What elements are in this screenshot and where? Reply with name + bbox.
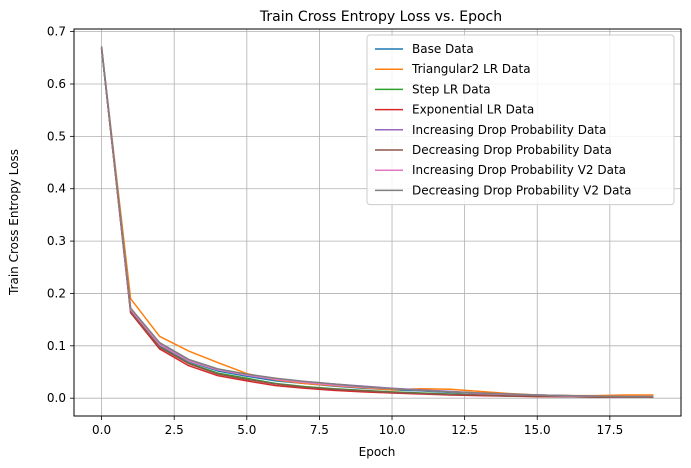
- legend-entry: Decreasing Drop Probability Data: [412, 143, 612, 157]
- x-axis-label: Epoch: [359, 445, 396, 459]
- x-tick-label: 2.5: [165, 423, 184, 437]
- legend: Base Data Triangular2 LR Data Step LR Data…: [366, 34, 675, 206]
- x-tick-label: 12.5: [451, 423, 478, 437]
- legend-entry: Step LR Data: [412, 82, 491, 96]
- x-tick-label: 7.5: [310, 423, 329, 437]
- legend-entry: Increasing Drop Probability V2 Data: [412, 163, 626, 177]
- legend-box: [366, 34, 675, 206]
- plot-frame: [73, 28, 682, 417]
- legend-entry: Decreasing Drop Probability V2 Data: [412, 183, 632, 197]
- legend-entry: Triangular2 LR Data: [411, 62, 531, 76]
- y-tick-label: 0.1: [47, 339, 66, 353]
- chart-title: Train Cross Entropy Loss vs. Epoch: [259, 9, 502, 25]
- x-tick-label: 15.0: [524, 423, 551, 437]
- x-tick-label: 10.0: [379, 423, 406, 437]
- x-tick-label: 0.0: [92, 423, 111, 437]
- y-tick-label: 0.4: [47, 182, 66, 196]
- series-lines: [100, 46, 654, 398]
- legend-entry: Increasing Drop Probability Data: [412, 123, 606, 137]
- y-tick-label: 0.0: [47, 391, 66, 405]
- series-line-8: [100, 46, 654, 398]
- y-axis-ticks: 0.0 0.1 0.2 0.3 0.4 0.5 0.6 0.7: [47, 25, 74, 405]
- y-tick-label: 0.7: [47, 25, 66, 39]
- y-tick-label: 0.5: [47, 129, 66, 143]
- legend-entry: Base Data: [412, 42, 474, 56]
- y-axis-label: Train Cross Entropy Loss: [7, 149, 21, 296]
- y-tick-label: 0.6: [47, 77, 66, 91]
- y-tick-label: 0.3: [47, 234, 66, 248]
- y-tick-label: 0.2: [47, 286, 66, 300]
- x-tick-label: 17.5: [596, 423, 623, 437]
- legend-entry: Exponential LR Data: [412, 103, 534, 117]
- x-tick-label: 5.0: [237, 423, 256, 437]
- x-axis-ticks: 0.0 2.5 5.0 7.5 10.0 12.5 15.0 17.5: [92, 416, 623, 437]
